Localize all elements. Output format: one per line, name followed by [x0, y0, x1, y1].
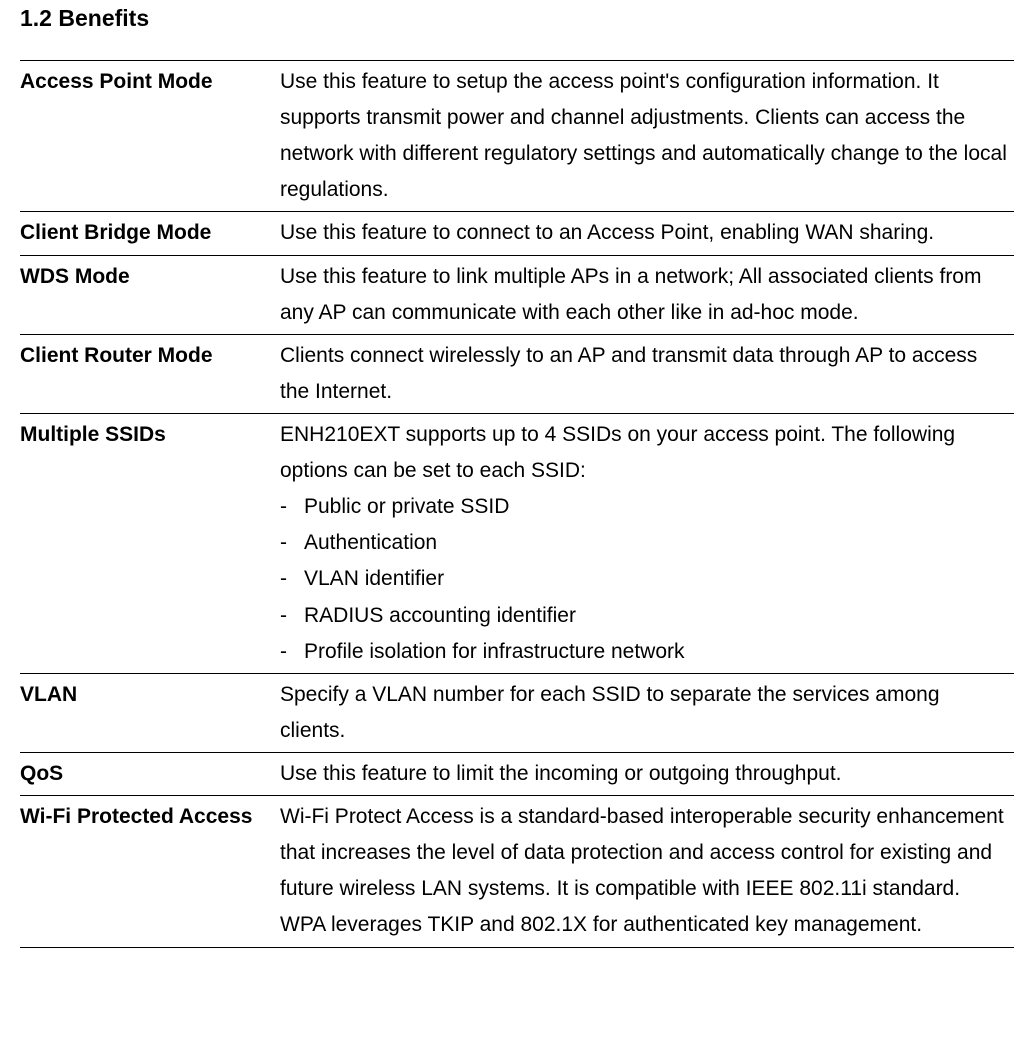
list-item-text: VLAN identifier — [304, 567, 444, 590]
row-label: VLAN — [20, 673, 280, 752]
row-label: Wi-Fi Protected Access — [20, 796, 280, 947]
list-item-text: Profile isolation for infrastructure net… — [304, 640, 685, 663]
row-label: QoS — [20, 752, 280, 795]
table-row: Multiple SSIDs ENH210EXT supports up to … — [20, 413, 1014, 673]
row-desc: Use this feature to setup the access poi… — [280, 61, 1014, 212]
row-label: Multiple SSIDs — [20, 413, 280, 673]
row-desc: Use this feature to link multiple APs in… — [280, 255, 1014, 334]
table-row: Access Point Mode Use this feature to se… — [20, 61, 1014, 212]
row-desc-intro: ENH210EXT supports up to 4 SSIDs on your… — [280, 423, 955, 482]
row-label: Client Bridge Mode — [20, 212, 280, 255]
table-row: VLAN Specify a VLAN number for each SSID… — [20, 673, 1014, 752]
table-row: Client Bridge Mode Use this feature to c… — [20, 212, 1014, 255]
list-item: RADIUS accounting identifier — [280, 598, 1008, 634]
row-label: Access Point Mode — [20, 61, 280, 212]
list-item-text: Authentication — [304, 531, 437, 554]
list-item: Profile isolation for infrastructure net… — [280, 634, 1008, 670]
list-item-text: Public or private SSID — [304, 495, 509, 518]
benefits-table: Access Point Mode Use this feature to se… — [20, 60, 1014, 948]
row-desc: Wi-Fi Protect Access is a standard-based… — [280, 796, 1014, 947]
row-desc: ENH210EXT supports up to 4 SSIDs on your… — [280, 413, 1014, 673]
row-desc: Clients connect wirelessly to an AP and … — [280, 334, 1014, 413]
list-item: Public or private SSID — [280, 489, 1008, 525]
section-heading: 1.2 Benefits — [20, 5, 1014, 32]
row-desc: Use this feature to connect to an Access… — [280, 212, 1014, 255]
table-row: Client Router Mode Clients connect wirel… — [20, 334, 1014, 413]
row-label: Client Router Mode — [20, 334, 280, 413]
row-desc: Specify a VLAN number for each SSID to s… — [280, 673, 1014, 752]
list-item: VLAN identifier — [280, 561, 1008, 597]
row-desc: Use this feature to limit the incoming o… — [280, 752, 1014, 795]
row-label: WDS Mode — [20, 255, 280, 334]
table-row: Wi-Fi Protected Access Wi-Fi Protect Acc… — [20, 796, 1014, 947]
table-row: WDS Mode Use this feature to link multip… — [20, 255, 1014, 334]
list-item-text: RADIUS accounting identifier — [304, 604, 576, 627]
list-item: Authentication — [280, 525, 1008, 561]
ssid-option-list: Public or private SSID Authentication VL… — [280, 489, 1008, 670]
table-row: QoS Use this feature to limit the incomi… — [20, 752, 1014, 795]
